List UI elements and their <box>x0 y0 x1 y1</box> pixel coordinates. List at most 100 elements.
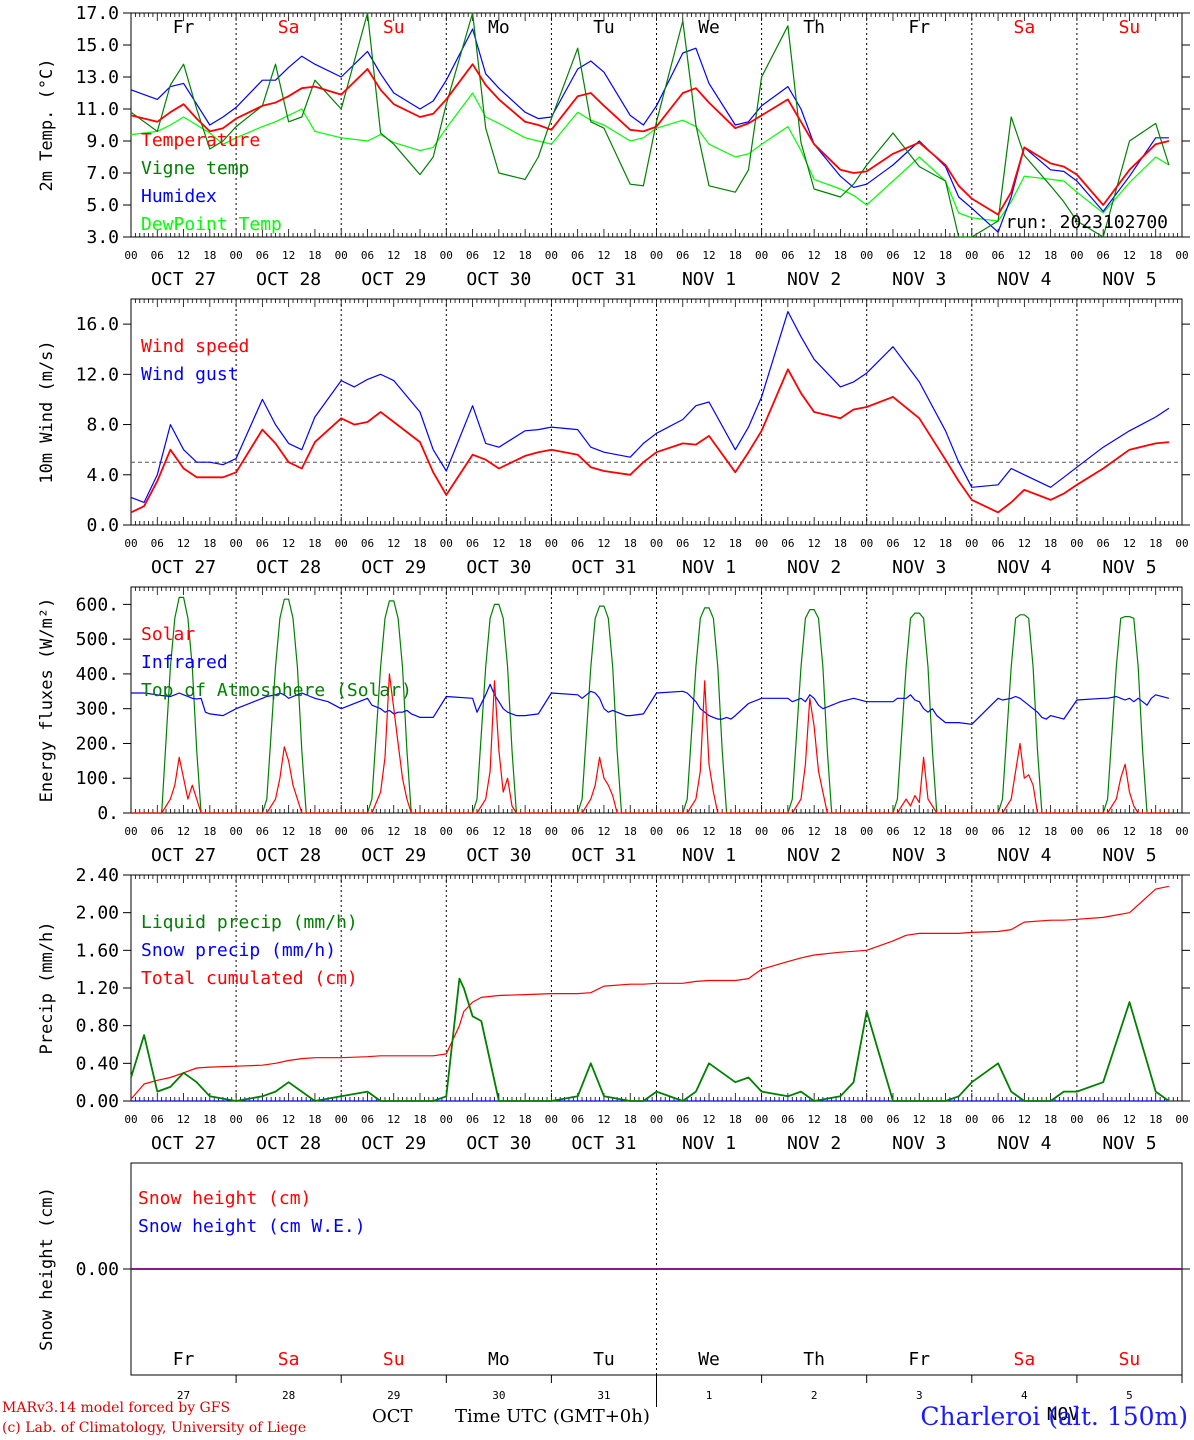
y-tick-label: 16.0 <box>76 314 119 335</box>
legend-snow-height-cm-w-e-: Snow height (cm W.E.) <box>138 1216 366 1237</box>
y-axis-label: Energy fluxes (W/m²) <box>37 598 57 803</box>
hour-tick-label: 18 <box>519 825 532 838</box>
weekday-label: Sa <box>1014 1349 1036 1370</box>
date-label: NOV 3 <box>892 269 946 290</box>
hour-tick-label: 12 <box>808 249 821 262</box>
weekday-label: Fr <box>908 1349 930 1370</box>
legend-dewpoint-temp: DewPoint Temp <box>141 214 282 235</box>
hour-tick-label: 18 <box>729 1113 742 1126</box>
day-number-label: 5 <box>1126 1389 1133 1402</box>
hour-tick-label: 06 <box>781 1113 794 1126</box>
date-label: NOV 1 <box>682 557 736 578</box>
hour-tick-label: 06 <box>676 537 689 550</box>
date-label: OCT 30 <box>466 269 531 290</box>
hour-tick-label: 12 <box>492 825 505 838</box>
hour-tick-label: 06 <box>361 1113 374 1126</box>
hour-tick-label: 12 <box>282 1113 295 1126</box>
hour-tick-label: 00 <box>650 537 663 550</box>
hour-tick-label: 00 <box>755 249 768 262</box>
weekday-label: Th <box>803 17 825 38</box>
weekday-label: Th <box>803 1349 825 1370</box>
hour-tick-label: 12 <box>597 1113 610 1126</box>
legend-top-of-atmosphere-solar-: Top of Atmosphere (Solar) <box>141 680 412 701</box>
series-line-humidex <box>130 28 1169 233</box>
hour-tick-label: 06 <box>781 825 794 838</box>
date-label: NOV 2 <box>787 557 841 578</box>
weekday-label: Su <box>1119 1349 1141 1370</box>
hour-tick-label: 06 <box>571 249 584 262</box>
station-name: Charleroi (alt. 150m) <box>920 1402 1188 1431</box>
hour-tick-label: 06 <box>256 537 269 550</box>
hour-tick-label: 00 <box>124 825 137 838</box>
x-axis-title: Time UTC (GMT+0h) <box>455 1406 650 1427</box>
hour-tick-label: 18 <box>413 825 426 838</box>
hour-tick-label: 00 <box>335 249 348 262</box>
date-label: NOV 4 <box>997 1133 1051 1154</box>
date-label: OCT 31 <box>571 557 636 578</box>
hour-tick-label: 06 <box>991 537 1004 550</box>
hour-tick-label: 12 <box>1018 825 1031 838</box>
hour-tick-label: 00 <box>965 249 978 262</box>
date-label: OCT 28 <box>256 557 321 578</box>
hour-tick-label: 00 <box>335 1113 348 1126</box>
hour-tick-label: 06 <box>151 249 164 262</box>
hour-tick-label: 00 <box>650 1113 663 1126</box>
legend-wind-gust: Wind gust <box>141 364 239 385</box>
hour-tick-label: 12 <box>913 1113 926 1126</box>
weekday-label: Sa <box>1014 17 1036 38</box>
hour-tick-label: 06 <box>1097 825 1110 838</box>
y-tick-label: 400. <box>76 664 119 685</box>
date-label: OCT 29 <box>361 557 426 578</box>
hour-tick-label: 18 <box>1044 537 1057 550</box>
hour-tick-label: 06 <box>781 249 794 262</box>
y-tick-label: 9.0 <box>86 131 119 152</box>
weekday-label: Sa <box>278 1349 300 1370</box>
hour-tick-label: 00 <box>335 537 348 550</box>
hour-tick-label: 18 <box>624 537 637 550</box>
legend-liquid-precip-mm-h-: Liquid precip (mm/h) <box>141 912 358 933</box>
hour-tick-label: 12 <box>702 1113 715 1126</box>
hour-tick-label: 00 <box>229 537 242 550</box>
hour-tick-label: 18 <box>624 1113 637 1126</box>
hour-tick-label: 12 <box>492 249 505 262</box>
weekday-label: We <box>698 17 720 38</box>
hour-tick-label: 06 <box>466 537 479 550</box>
series-line-total-cumulated-cm- <box>130 885 1170 1100</box>
hour-tick-label: 12 <box>387 537 400 550</box>
series-line-vigne-temp <box>130 12 1170 238</box>
hour-tick-label: 18 <box>413 249 426 262</box>
hour-tick-label: 00 <box>545 1113 558 1126</box>
date-label: OCT 28 <box>256 1133 321 1154</box>
hour-tick-label: 00 <box>650 825 663 838</box>
date-label: OCT 31 <box>571 1133 636 1154</box>
date-label: NOV 4 <box>997 845 1051 866</box>
date-label: NOV 2 <box>787 845 841 866</box>
weekday-label: Tu <box>593 17 615 38</box>
day-number-label: 2 <box>811 1389 818 1402</box>
y-tick-label: 2.00 <box>76 903 119 924</box>
hour-tick-label: 06 <box>886 825 899 838</box>
hour-tick-label: 06 <box>886 537 899 550</box>
hour-tick-label: 00 <box>965 1113 978 1126</box>
y-tick-label: 1.20 <box>76 978 119 999</box>
hour-tick-label: 06 <box>256 1113 269 1126</box>
date-label: NOV 4 <box>997 269 1051 290</box>
hour-tick-label: 06 <box>1097 249 1110 262</box>
hour-tick-label: 12 <box>282 249 295 262</box>
y-tick-label: 200. <box>76 733 119 754</box>
hour-tick-label: 00 <box>860 1113 873 1126</box>
date-label: OCT 29 <box>361 269 426 290</box>
day-number-label: 4 <box>1021 1389 1028 1402</box>
y-tick-label: 0. <box>97 803 119 824</box>
hour-tick-label: 12 <box>387 1113 400 1126</box>
hour-tick-label: 18 <box>1149 249 1162 262</box>
hour-tick-label: 18 <box>203 825 216 838</box>
weekday-label: Tu <box>593 1349 615 1370</box>
hour-tick-label: 00 <box>1070 1113 1083 1126</box>
date-label: NOV 5 <box>1102 845 1156 866</box>
hour-tick-label: 12 <box>1123 537 1136 550</box>
hour-tick-label: 00 <box>440 249 453 262</box>
legend-snow-precip-mm-h-: Snow precip (mm/h) <box>141 940 336 961</box>
hour-tick-label: 12 <box>597 825 610 838</box>
weekday-label: Su <box>383 17 405 38</box>
